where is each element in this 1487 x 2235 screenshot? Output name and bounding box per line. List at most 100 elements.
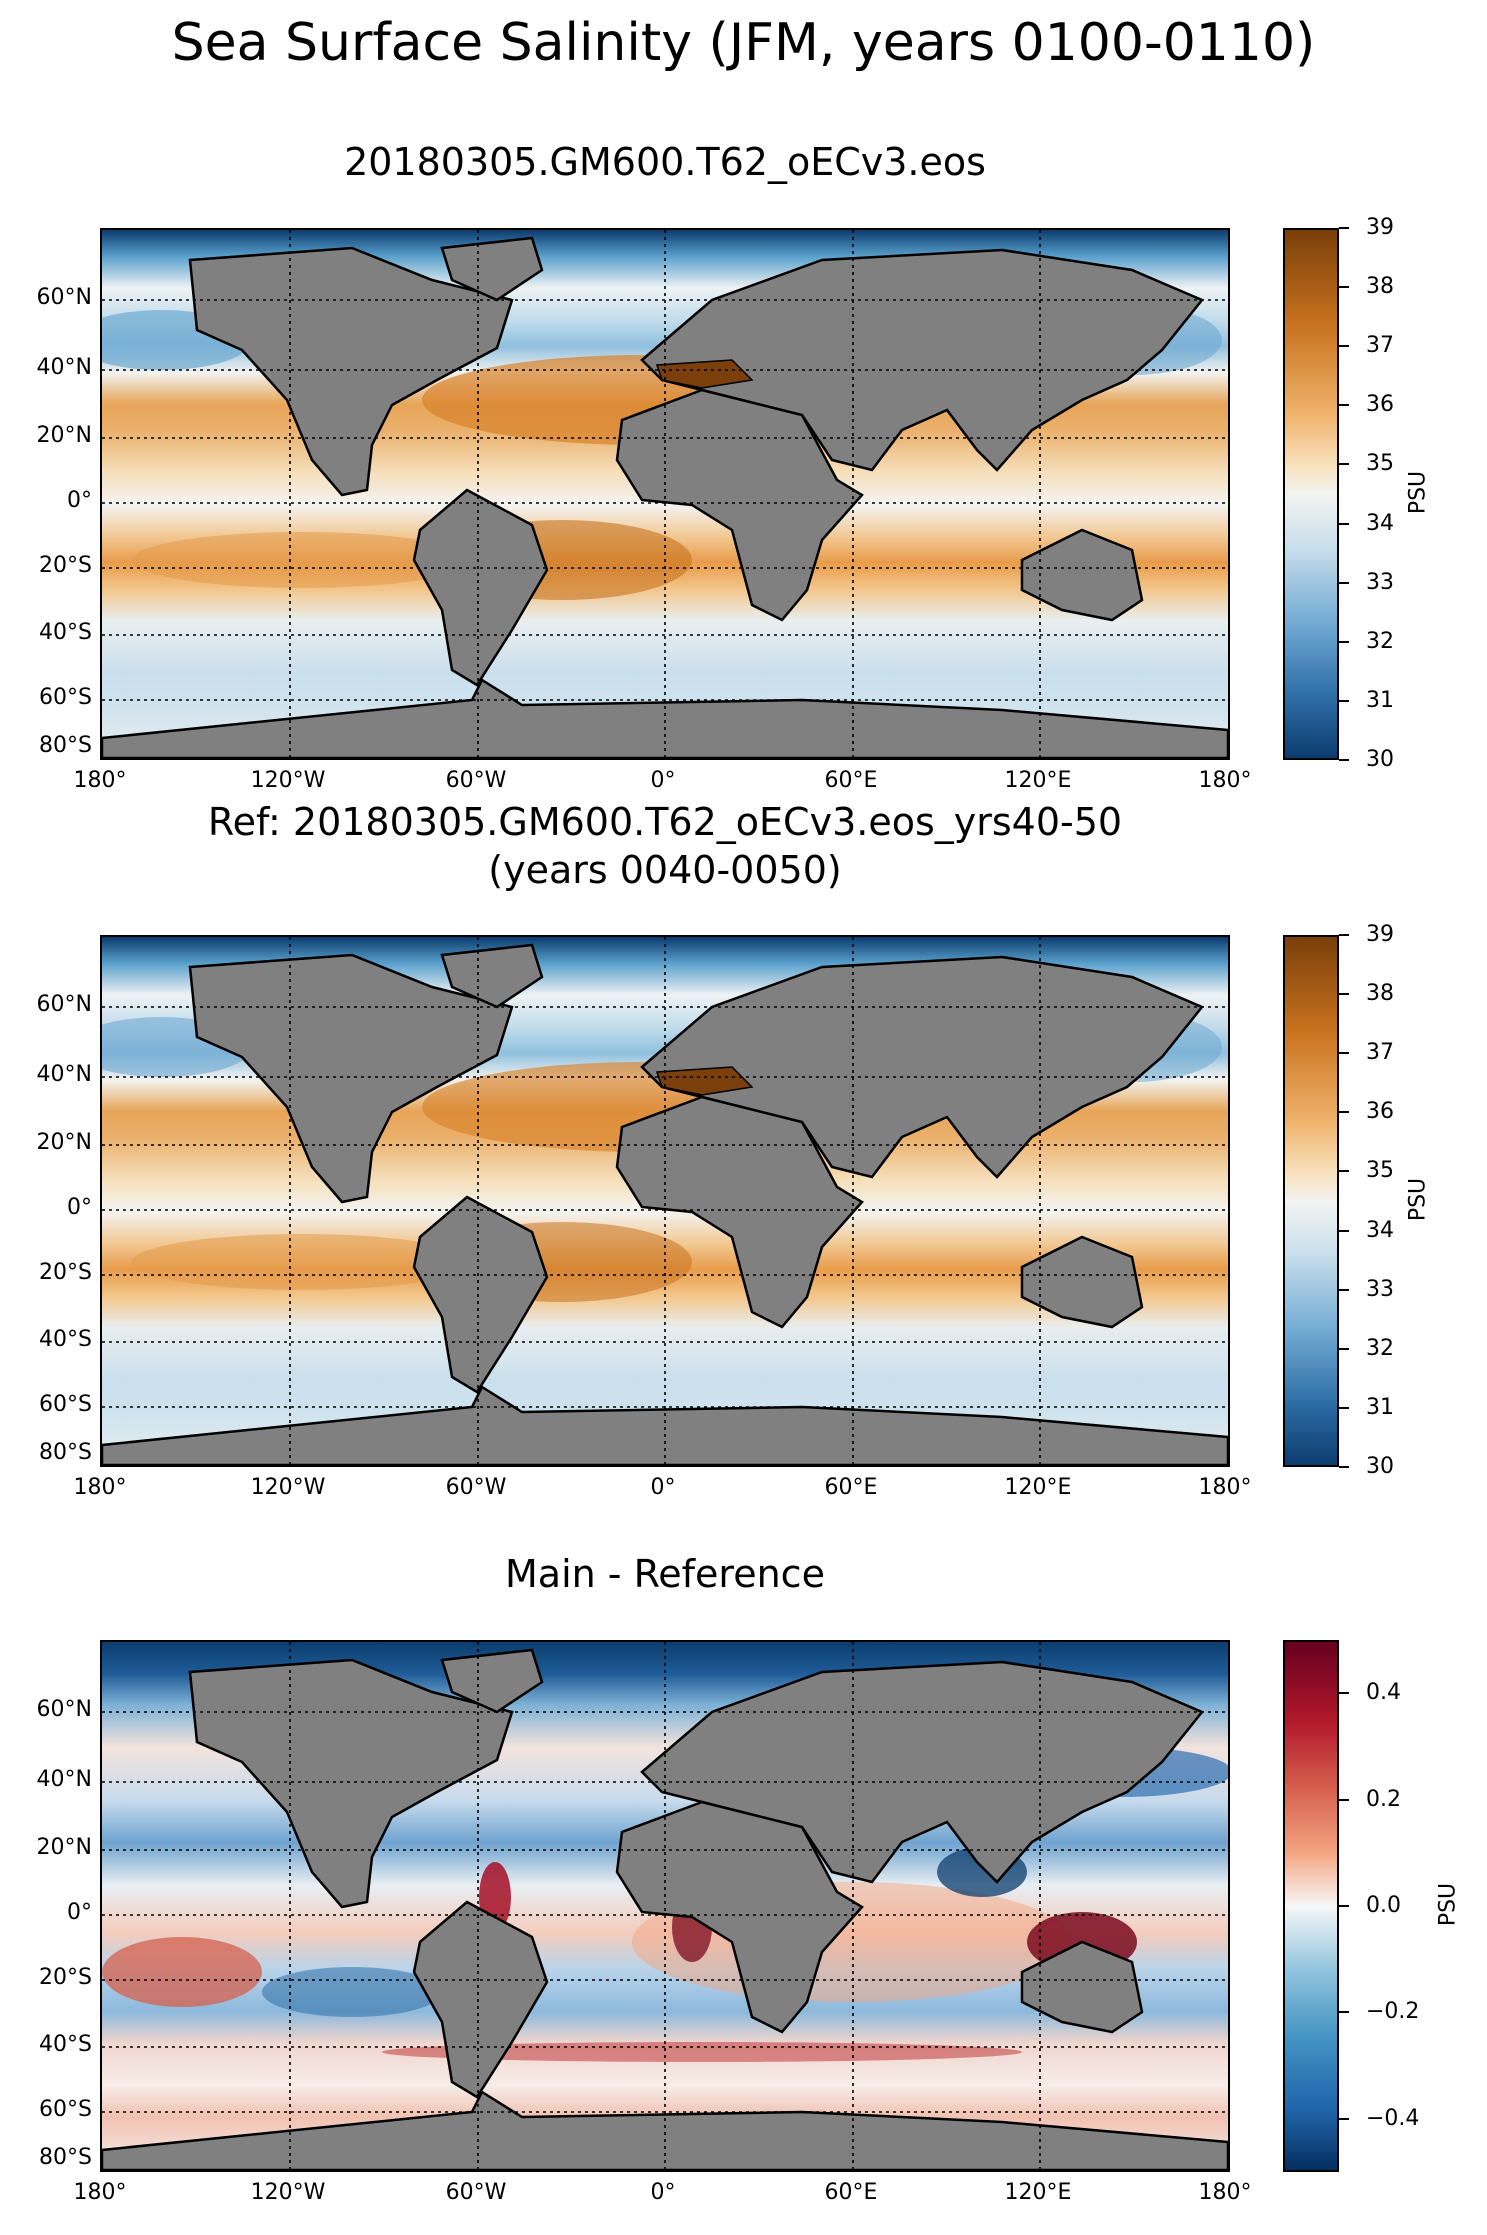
colorbar-reference [1283,935,1339,1467]
ytick-40n: 40°N [36,1767,92,1792]
xtick-0: 0° [650,1475,676,1500]
colorbar-tick-mark [1339,1170,1349,1173]
ytick-20s: 20°S [39,1260,92,1285]
ytick-60n: 60°N [36,992,92,1017]
colorbar-tick-mark [1339,581,1349,584]
xtick-0: 0° [650,2180,676,2205]
ytick-0: 0° [67,1900,92,1925]
panel-ref-subtitle: (years 0040-0050) [488,848,842,892]
colorbar-tick-label: 34 [1366,1217,1394,1243]
colorbar-tick-mark [1339,993,1349,996]
colorbar-tick-label: 39 [1366,922,1394,947]
ytick-80s: 80°S [39,1440,92,1465]
colorbar-tick-label: 0.0 [1366,1893,1401,1918]
colorbar-tick-label: 32 [1366,628,1394,654]
colorbar-tick-label: 32 [1366,1335,1394,1361]
colorbar-tick-label: 35 [1366,1158,1394,1184]
colorbar-tick-mark [1339,1288,1349,1291]
xtick-60w: 60°W [445,1475,507,1500]
colorbar-tick-mark [1339,640,1349,643]
colorbar-tick-mark [1339,1905,1349,1907]
xtick-180e: 180° [1198,768,1252,793]
colorbar-tick-mark [1339,1347,1349,1350]
map-main [100,228,1230,760]
colorbar-tick-label: 30 [1366,1454,1394,1479]
xtick-180e: 180° [1198,1475,1252,1500]
panel-diff-title: Main - Reference [505,1552,825,1596]
figure-title: Sea Surface Salinity (JFM, years 0100-01… [171,13,1316,73]
colorbar-tick-mark [1339,1052,1349,1055]
map-reference [100,935,1230,1467]
colorbar-tick-label: −0.4 [1366,2105,1420,2131]
map-reference-svg [102,937,1228,1465]
colorbar-tick-mark [1339,404,1349,407]
colorbar-tick-label: 0.4 [1366,1680,1401,1706]
ytick-40s: 40°S [39,620,92,645]
colorbar-tick-label: 38 [1366,981,1394,1007]
colorbar-difference-label: PSU [1435,1882,1461,1927]
xtick-0: 0° [650,768,676,793]
ytick-0: 0° [67,1195,92,1220]
xtick-120w: 120°W [250,2180,326,2205]
ytick-80s: 80°S [39,2145,92,2170]
xtick-180w: 180° [73,768,127,793]
xtick-60e: 60°E [824,1475,878,1500]
colorbar-tick-label: 36 [1366,1099,1394,1125]
colorbar-tick-label: 39 [1366,215,1394,240]
colorbar-tick-mark [1339,1798,1349,1801]
colorbar-tick-label: 0.2 [1366,1786,1401,1812]
ytick-80s: 80°S [39,733,92,758]
ytick-40s: 40°S [39,1327,92,1352]
colorbar-tick-mark [1339,759,1349,761]
xtick-180e: 180° [1198,2180,1252,2205]
ytick-60s: 60°S [39,1392,92,1417]
map-main-svg [102,230,1228,758]
colorbar-tick-mark [1339,1111,1349,1114]
xtick-60w: 60°W [445,768,507,793]
colorbar-tick-mark [1339,1406,1349,1409]
xtick-120e: 120°E [1004,768,1072,793]
ytick-60s: 60°S [39,2097,92,2122]
ytick-40s: 40°S [39,2032,92,2057]
colorbar-tick-label: 37 [1366,333,1394,359]
colorbar-difference [1283,1640,1339,2172]
colorbar-reference-label: PSU [1405,1177,1431,1222]
colorbar-tick-mark [1339,934,1349,936]
colorbar-main-label: PSU [1405,470,1431,515]
ytick-20s: 20°S [39,553,92,578]
colorbar-tick-mark [1339,1466,1349,1468]
ytick-0: 0° [67,488,92,513]
ytick-20n: 20°N [36,1835,92,1860]
colorbar-tick-label: 35 [1366,451,1394,477]
colorbar-tick-mark [1339,1692,1349,1695]
xtick-60e: 60°E [824,2180,878,2205]
colorbar-tick-label: 33 [1366,1276,1394,1302]
colorbar-tick-mark [1339,2011,1349,2014]
ytick-20n: 20°N [36,1130,92,1155]
map-difference-svg [102,1642,1228,2170]
xtick-120e: 120°E [1004,2180,1072,2205]
xtick-180w: 180° [73,1475,127,1500]
xtick-120w: 120°W [250,1475,326,1500]
colorbar-tick-label: −0.2 [1366,1999,1420,2025]
colorbar-tick-label: 38 [1366,274,1394,300]
ytick-60n: 60°N [36,285,92,310]
colorbar-tick-mark [1339,345,1349,348]
ytick-40n: 40°N [36,355,92,380]
map-difference [100,1640,1230,2172]
colorbar-main [1283,228,1339,760]
xtick-120w: 120°W [250,768,326,793]
xtick-60w: 60°W [445,2180,507,2205]
colorbar-tick-label: 30 [1366,747,1394,772]
colorbar-tick-mark [1339,522,1349,525]
panel-main-title: 20180305.GM600.T62_oECv3.eos [344,140,986,184]
panel-ref-title: Ref: 20180305.GM600.T62_oECv3.eos_yrs40-… [207,800,1123,844]
colorbar-tick-mark [1339,699,1349,702]
ytick-60s: 60°S [39,685,92,710]
colorbar-tick-mark [1339,286,1349,289]
xtick-120e: 120°E [1004,1475,1072,1500]
colorbar-tick-mark [1339,2117,1349,2120]
colorbar-tick-mark [1339,227,1349,229]
colorbar-tick-label: 37 [1366,1040,1394,1066]
colorbar-tick-label: 33 [1366,569,1394,595]
